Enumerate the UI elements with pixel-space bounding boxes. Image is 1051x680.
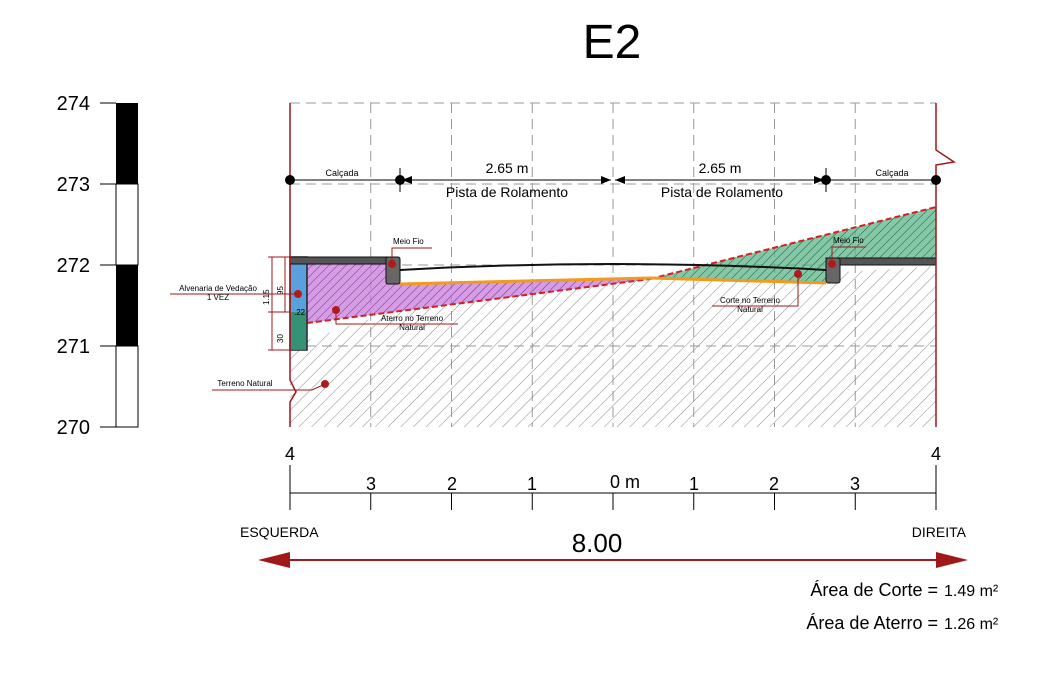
- axis-end-right: 4: [931, 444, 941, 464]
- axis-tick-left-1: 1: [527, 474, 537, 494]
- leader-line: [212, 383, 326, 391]
- subgrade-line: [399, 276, 827, 286]
- sidewalk-label-right: Calçada: [875, 168, 908, 178]
- axis-tick-left-2: 2: [447, 474, 457, 494]
- scale-label: 272: [57, 255, 90, 277]
- side-label-right: DIREITA: [912, 524, 967, 540]
- axis-tick-left-3: 3: [366, 474, 376, 494]
- natural-ground-label: Terreno Natural: [217, 379, 272, 388]
- sidewalk-label-left: Calçada: [325, 168, 358, 178]
- leader-line: [831, 246, 866, 264]
- fill-label-1: Aterro no Terreno: [381, 314, 444, 323]
- scale-label: 274: [57, 93, 90, 115]
- cut-slope-line: [649, 206, 937, 280]
- lane-width-right: 2.65 m: [699, 160, 742, 176]
- scale-segment-white: [115, 183, 139, 266]
- fill-area-value: 1.26 m²: [944, 616, 999, 633]
- dim-30: 30: [276, 334, 285, 343]
- axis-end-left: 4: [285, 444, 295, 464]
- dimension-node: [931, 175, 941, 185]
- dim-115: 1.15: [262, 289, 271, 305]
- axis-tick-right-3: 3: [850, 474, 860, 494]
- wall-label-2: 1 VEZ: [207, 293, 229, 302]
- scale-label: 271: [57, 336, 90, 358]
- arrowhead-left: [258, 552, 290, 568]
- curb-right-label: Meio Fio: [833, 236, 864, 245]
- curb-left-label: Meio Fio: [393, 237, 424, 246]
- axis-center: 0 m: [610, 472, 640, 492]
- arrowhead-right: [936, 552, 968, 568]
- dimension-node: [285, 175, 295, 185]
- scale-segment-black: [116, 265, 138, 346]
- sidewalk-slab-right: [825, 257, 937, 266]
- fill-label-2: Natural: [399, 323, 425, 332]
- fill-area-label: Área de Aterro =: [806, 613, 938, 633]
- cut-label-1: Corte no Terreno: [720, 296, 780, 305]
- axis-tick-right-2: 2: [769, 474, 779, 494]
- cut-area-label: Área de Corte =: [810, 580, 938, 600]
- section-title: E2: [583, 16, 642, 69]
- lane-name-right: Pista de Rolamento: [661, 184, 783, 200]
- scale-segment-black: [116, 103, 138, 184]
- elevation-scale: 274 273 272 271 270: [57, 93, 139, 439]
- scale-label: 270: [57, 417, 90, 439]
- lane-width-left: 2.65 m: [486, 160, 529, 176]
- cut-label-2: Natural: [737, 305, 763, 314]
- wall-label-1: Alvenaria de Vedação: [179, 284, 257, 293]
- dim-95: 95: [276, 286, 285, 295]
- road-surface: [399, 263, 827, 271]
- right-boundary: [935, 103, 956, 427]
- left-boundary: [289, 103, 297, 427]
- wall-footing: [291, 312, 306, 350]
- side-label-left: ESQUERDA: [240, 524, 319, 540]
- leader-line: [391, 247, 432, 264]
- lane-name-left: Pista de Rolamento: [446, 184, 568, 200]
- wall-dimensions: 1.15 95 .22 30: [262, 256, 306, 351]
- total-width: 8.00: [572, 528, 623, 558]
- scale-segment-white: [115, 345, 139, 428]
- axis-tick-right-1: 1: [689, 474, 699, 494]
- total-width-arrow: [258, 552, 968, 568]
- fill-slope-line: [306, 278, 651, 324]
- leader-line: [335, 310, 458, 325]
- sidewalk-slab-left: [289, 256, 391, 265]
- leader-line: [712, 274, 799, 307]
- cut-area-value: 1.49 m²: [944, 583, 999, 600]
- scale-label: 273: [57, 174, 90, 196]
- distance-axis: 4 4 3 2 1 0 m 1 2 3: [285, 444, 941, 510]
- dim-22: .22: [294, 308, 306, 317]
